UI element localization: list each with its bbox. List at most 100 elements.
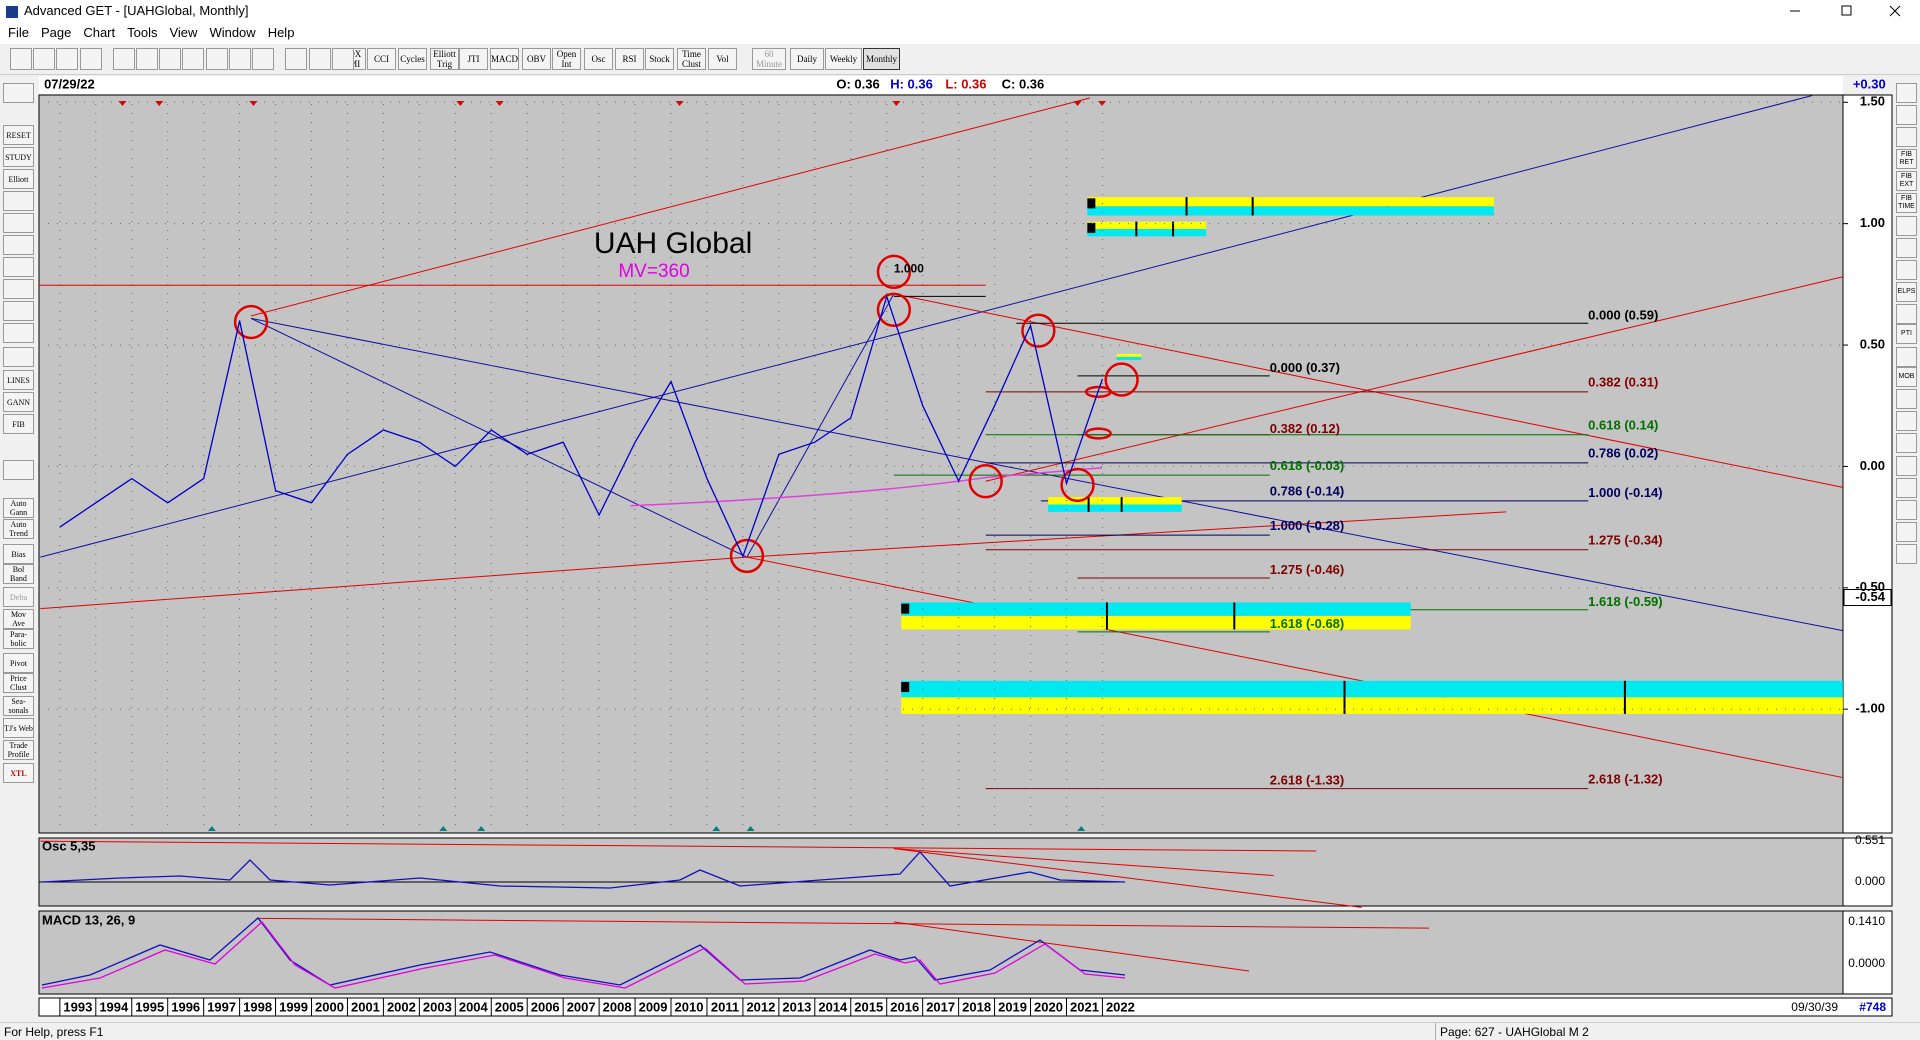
cycle-marker bbox=[712, 826, 721, 831]
toolbar-button[interactable]: 60 Minute bbox=[752, 48, 786, 70]
side-button[interactable]: Auto Gann bbox=[3, 498, 34, 518]
toolbar-button[interactable]: RSI bbox=[615, 48, 644, 70]
toolbar-button[interactable]: Stock bbox=[645, 48, 674, 70]
toolbar-button[interactable]: Monthly bbox=[863, 48, 900, 70]
side-icon[interactable] bbox=[1896, 544, 1917, 564]
toolbar-button[interactable]: MACD bbox=[490, 48, 519, 70]
side-button[interactable]: FIB bbox=[3, 414, 34, 434]
osc-panel bbox=[38, 837, 1844, 907]
toolbar-button[interactable]: Weekly bbox=[825, 48, 862, 70]
side-button[interactable]: FIB RET bbox=[1896, 149, 1917, 169]
toolbar-button[interactable]: Cycles bbox=[398, 48, 427, 70]
side-icon[interactable] bbox=[3, 235, 34, 255]
chart-subtitle: MV=360 bbox=[618, 261, 689, 282]
menu-item[interactable]: Help bbox=[267, 25, 295, 40]
side-button[interactable]: Sea-sonals bbox=[3, 696, 34, 716]
side-icon[interactable] bbox=[1896, 433, 1917, 453]
side-button[interactable]: Para-bolic bbox=[3, 629, 34, 649]
side-icon[interactable] bbox=[3, 323, 34, 343]
side-button[interactable]: TJ's Web bbox=[3, 718, 34, 738]
menu-item[interactable]: Window bbox=[209, 25, 256, 40]
menu-item[interactable]: Page bbox=[40, 25, 72, 40]
toolbar-icon[interactable] bbox=[10, 48, 32, 70]
side-icon[interactable] bbox=[1896, 105, 1917, 125]
side-icon[interactable] bbox=[1896, 411, 1917, 431]
fib-label: 0.382 (0.31) bbox=[1588, 375, 1658, 390]
toolbar-icon[interactable] bbox=[252, 48, 274, 70]
toolbar-icon[interactable] bbox=[33, 48, 55, 70]
side-icon[interactable] bbox=[1896, 456, 1917, 476]
menu-item[interactable]: Chart bbox=[83, 25, 116, 40]
toolbar-button[interactable]: OBV bbox=[522, 48, 551, 70]
toolbar-icon[interactable] bbox=[136, 48, 158, 70]
side-icon[interactable] bbox=[1896, 127, 1917, 147]
side-button[interactable]: Price Clust bbox=[3, 673, 34, 693]
side-icon[interactable] bbox=[1896, 216, 1917, 236]
side-icon[interactable] bbox=[3, 213, 34, 233]
side-button[interactable]: MOB bbox=[1896, 367, 1917, 387]
menu-item[interactable]: File bbox=[8, 25, 29, 40]
toolbar-icon[interactable] bbox=[206, 48, 228, 70]
toolbar-icon[interactable] bbox=[56, 48, 78, 70]
side-button[interactable]: XTL bbox=[3, 763, 34, 783]
side-icon[interactable] bbox=[1896, 522, 1917, 542]
side-button[interactable]: PTI bbox=[1896, 324, 1917, 344]
fib-label: 1.275 (-0.34) bbox=[1588, 533, 1662, 548]
side-button[interactable]: Pivot bbox=[3, 653, 34, 673]
side-icon[interactable] bbox=[3, 83, 34, 103]
side-icon[interactable] bbox=[1896, 500, 1917, 520]
side-icon[interactable] bbox=[1896, 389, 1917, 409]
toolbar-button[interactable]: Osc bbox=[584, 48, 613, 70]
x-tick-label: 2007 bbox=[567, 999, 596, 1014]
side-icon[interactable] bbox=[1896, 238, 1917, 258]
menu-item[interactable]: Tools bbox=[127, 25, 158, 40]
toolbar-icon[interactable] bbox=[285, 48, 307, 70]
side-icon[interactable] bbox=[3, 257, 34, 277]
window-controls[interactable] bbox=[1780, 0, 1920, 22]
projection-band bbox=[1087, 197, 1494, 207]
side-button[interactable]: Bol Band bbox=[3, 564, 34, 584]
toolbar-button[interactable]: Vol bbox=[708, 48, 737, 70]
toolbar-button[interactable]: Elliott Trig bbox=[430, 48, 459, 70]
side-button[interactable]: Bias bbox=[3, 544, 34, 564]
menu-item[interactable]: View bbox=[169, 25, 198, 40]
side-button[interactable]: Trade Profile bbox=[3, 740, 34, 760]
side-button[interactable]: RESET bbox=[3, 125, 34, 145]
toolbar-button[interactable]: Daily bbox=[790, 48, 824, 70]
side-icon[interactable] bbox=[3, 347, 34, 367]
restore[interactable] bbox=[1841, 5, 1852, 16]
trend-line bbox=[893, 848, 1362, 908]
toolbar-icon[interactable] bbox=[182, 48, 204, 70]
toolbar-icon[interactable] bbox=[80, 48, 102, 70]
close[interactable] bbox=[1889, 5, 1901, 17]
toolbar-button[interactable]: CCI bbox=[367, 48, 396, 70]
side-icon[interactable] bbox=[3, 460, 34, 480]
toolbar-icon[interactable] bbox=[229, 48, 251, 70]
toolbar-icon[interactable] bbox=[309, 48, 331, 70]
side-button[interactable]: GANN bbox=[3, 392, 34, 412]
side-button[interactable]: Auto Trend bbox=[3, 519, 34, 539]
side-button[interactable]: Elliott bbox=[3, 169, 34, 189]
side-icon[interactable] bbox=[3, 191, 34, 211]
toolbar-button[interactable]: JTI bbox=[459, 48, 488, 70]
side-icon[interactable] bbox=[1896, 260, 1917, 280]
fib-label: 1.000 (-0.28) bbox=[1270, 518, 1344, 533]
toolbar-icon[interactable] bbox=[113, 48, 135, 70]
side-button[interactable]: LINES bbox=[3, 370, 34, 390]
side-icon[interactable] bbox=[3, 279, 34, 299]
side-icon[interactable] bbox=[1896, 304, 1917, 324]
side-icon[interactable] bbox=[1896, 83, 1917, 103]
toolbar-icon[interactable] bbox=[332, 48, 354, 70]
side-icon[interactable] bbox=[1896, 478, 1917, 498]
side-button[interactable]: FIB EXT bbox=[1896, 171, 1917, 191]
toolbar-button[interactable]: Time Clust bbox=[677, 48, 706, 70]
side-button[interactable]: FIB TIME bbox=[1896, 193, 1917, 213]
toolbar-button[interactable]: Open Int bbox=[552, 48, 581, 70]
side-button[interactable]: Delta bbox=[3, 587, 34, 607]
toolbar-icon[interactable] bbox=[159, 48, 181, 70]
side-button[interactable]: Mov Ave bbox=[3, 609, 34, 629]
side-icon[interactable] bbox=[1896, 347, 1917, 367]
side-button[interactable]: ELPS bbox=[1896, 282, 1917, 302]
side-button[interactable]: STUDY bbox=[3, 147, 34, 167]
side-icon[interactable] bbox=[3, 301, 34, 321]
